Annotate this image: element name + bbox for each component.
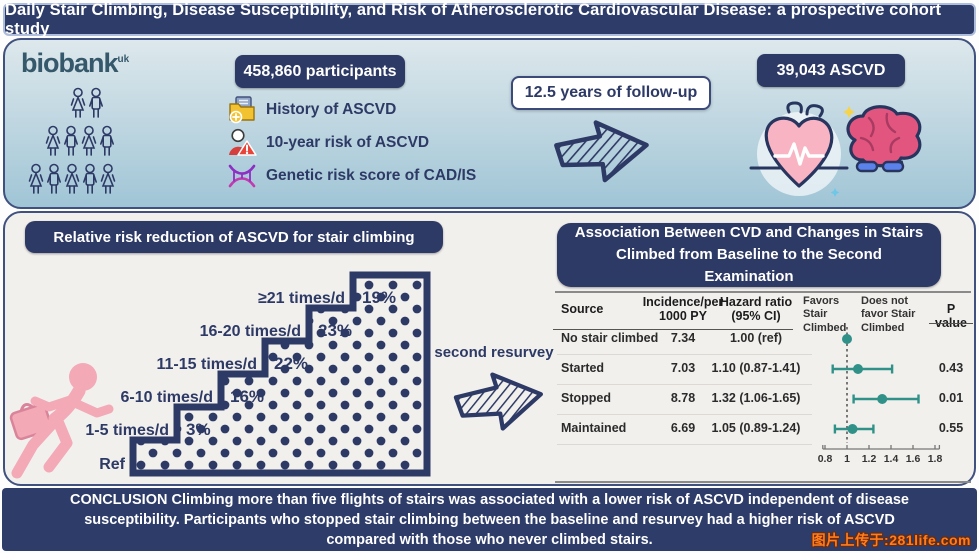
- assoc-table-title: Association Between CVD and Changes in S…: [574, 224, 924, 285]
- svg-text:1.6: 1.6: [906, 453, 921, 465]
- stair-chart: Ref 1-5 times/d 3% 6-10 times/d 16% 11-1…: [85, 271, 431, 477]
- participants-count: 458,860 participants: [243, 62, 397, 80]
- conclusion-line-3: compared with those who never climbed st…: [326, 531, 653, 548]
- stair-label-2: 6-10 times/d: [121, 389, 213, 406]
- cohort-panel: biobankuk: [3, 38, 976, 209]
- col-favors-2: Stair: [803, 308, 828, 321]
- stair-value-2: 16%: [230, 387, 264, 406]
- conclusion-banner: CONCLUSION Climbing more than five fligh…: [2, 488, 977, 551]
- stair-value-4: 23%: [318, 321, 352, 340]
- biobank-logo-text: biobank: [21, 48, 119, 78]
- stair-value-3: 22%: [274, 354, 308, 373]
- stair-chart-header: Relative risk reduction of ASCVD for sta…: [25, 221, 443, 253]
- table-cell: 8.78: [670, 391, 696, 405]
- population-pyramid-icon: [28, 87, 116, 194]
- table-row: Stopped 8.78 1.32 (1.06-1.65) 0.01: [553, 391, 973, 409]
- feature-history: History of ASCVD: [227, 93, 507, 126]
- stair-value-5: 19%: [362, 288, 396, 307]
- table-cell: 7.34: [670, 331, 696, 345]
- watermark: 图片上传于:281life.com: [811, 531, 971, 548]
- svg-text:1: 1: [844, 453, 850, 465]
- svg-text:1.8: 1.8: [928, 453, 943, 465]
- folder-plus-icon: [229, 95, 255, 123]
- conclusion-line-1: CONCLUSION Climbing more than five fligh…: [69, 491, 909, 508]
- right-arrow-icon: [553, 116, 657, 190]
- stair-label-1: 1-5 times/d: [85, 422, 169, 439]
- col-favors-1: Favors: [803, 295, 840, 307]
- followup-box: 12.5 years of follow-up: [511, 76, 711, 110]
- staircase-shape: [129, 271, 431, 477]
- col-hazard-1: Hazard ratio: [719, 295, 793, 309]
- page-title: Daily Stair Climbing, Disease Susceptibi…: [5, 0, 942, 38]
- climbing-person-illustration: [9, 363, 114, 479]
- feature-risk: 10-year risk of ASCVD: [227, 126, 507, 159]
- table-cell: 0.01: [938, 391, 964, 405]
- table-cell: 1.32 (1.06-1.65): [711, 391, 801, 405]
- table-cell: Maintained: [561, 421, 627, 435]
- stair-ref-label: Ref: [99, 456, 125, 473]
- col-favors-3: Climbed: [803, 321, 847, 334]
- table-cell: Started: [561, 361, 605, 375]
- feature-risk-label: 10-year risk of ASCVD: [266, 133, 430, 151]
- table-row: No stair climbed 7.34 1.00 (ref): [553, 331, 973, 349]
- table-cell: 1.05 (0.89-1.24): [711, 421, 801, 435]
- table-cell: 0.55: [938, 421, 964, 435]
- assoc-table: Source Incidence/per 1000 PY Hazard rati…: [553, 291, 973, 487]
- stair-chart-title: Relative risk reduction of ASCVD for sta…: [53, 228, 415, 246]
- stair-value-1: 3%: [186, 420, 211, 439]
- person-warning-icon: [229, 128, 257, 156]
- feature-genetic-label: Genetic risk score of CAD/IS: [266, 166, 477, 184]
- title-banner: Daily Stair Climbing, Disease Susceptibi…: [3, 0, 976, 38]
- table-row: Started 7.03 1.10 (0.87-1.41) 0.43: [553, 361, 973, 379]
- table-cell: 1.10 (0.87-1.41): [711, 361, 801, 375]
- col-hazard-2: (95% CI): [731, 309, 781, 324]
- col-notfavors-1: Does not: [861, 295, 909, 307]
- svg-text:1.2: 1.2: [862, 453, 877, 465]
- table-cell: 0.43: [938, 361, 964, 375]
- col-source: Source: [561, 302, 604, 316]
- col-incidence-1: Incidence/per: [642, 295, 724, 309]
- table-cell: 6.69: [670, 421, 696, 435]
- col-pvalue: P value: [935, 302, 967, 331]
- followup-label: 12.5 years of follow-up: [524, 84, 698, 101]
- table-cell: 7.03: [670, 361, 696, 375]
- col-incidence-2: 1000 PY: [659, 309, 707, 324]
- outcome-count-box: 39,043 ASCVD: [757, 54, 905, 87]
- assoc-table-header: Association Between CVD and Changes in S…: [557, 223, 941, 287]
- feature-history-label: History of ASCVD: [266, 100, 397, 118]
- results-panel: Relative risk reduction of ASCVD for sta…: [3, 211, 976, 486]
- table-cell: No stair climbed: [561, 331, 659, 345]
- baseline-features-list: History of ASCVD 10-year risk of ASCVD: [227, 93, 507, 192]
- right-arrow-icon: [453, 367, 551, 439]
- stair-label-4: 16-20 times/d: [200, 323, 301, 340]
- resurvey-label: second resurvey: [434, 344, 554, 361]
- table-cell: Stopped: [561, 391, 611, 405]
- stair-label-5: ≥21 times/d: [258, 290, 345, 307]
- feature-genetic: Genetic risk score of CAD/IS: [227, 159, 507, 192]
- stair-label-3: 11-15 times/d: [157, 356, 258, 373]
- outcome-count: 39,043 ASCVD: [776, 61, 886, 79]
- biobank-logo-sup: uk: [117, 54, 130, 65]
- svg-text:0.8: 0.8: [818, 453, 833, 465]
- biobank-logo: biobankuk: [21, 48, 129, 79]
- col-notfavors-2: favor Stair: [861, 308, 916, 321]
- col-notfavors-3: Climbed: [861, 321, 905, 334]
- heart-brain-illustration: [749, 101, 922, 197]
- conclusion-line-2: susceptibility. Participants who stopped…: [84, 511, 895, 528]
- participants-count-box: 458,860 participants: [235, 55, 405, 88]
- dna-icon: [228, 164, 256, 187]
- table-row: Maintained 6.69 1.05 (0.89-1.24) 0.55: [553, 421, 973, 439]
- svg-text:1.4: 1.4: [884, 453, 899, 465]
- table-cell: 1.00 (ref): [729, 331, 783, 345]
